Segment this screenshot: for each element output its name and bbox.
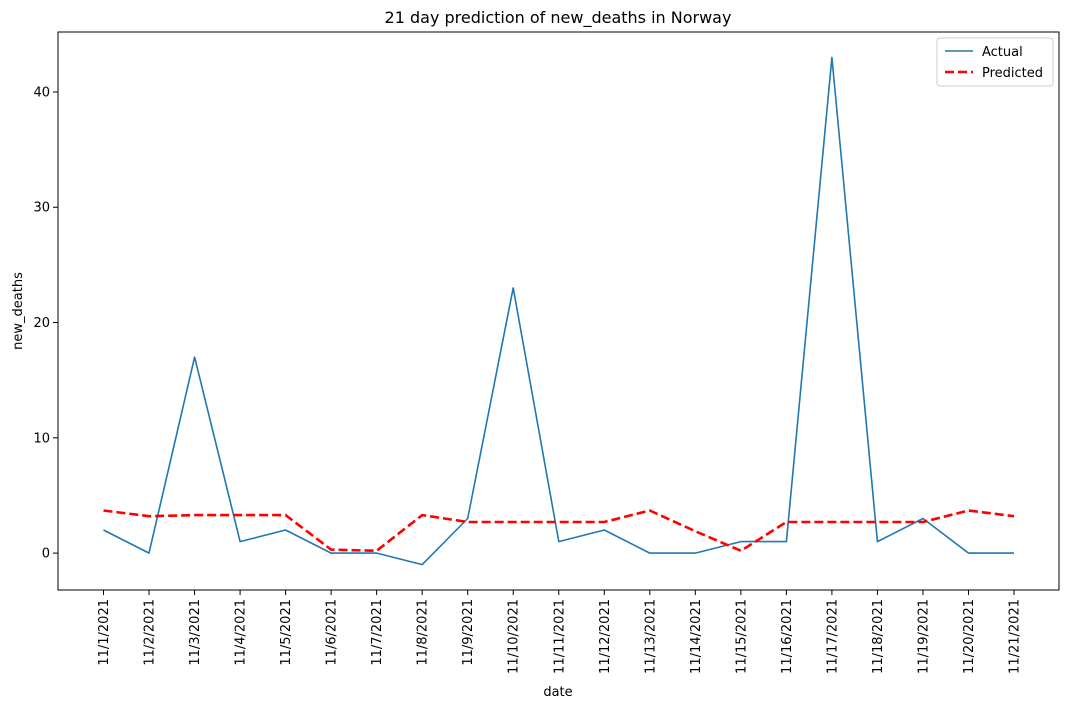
x-tick-label: 11/8/2021 (416, 599, 431, 666)
x-tick-label: 11/20/2021 (962, 599, 977, 674)
x-tick-label: 11/7/2021 (370, 599, 385, 666)
x-tick-label: 11/3/2021 (188, 599, 203, 666)
y-axis-label: new_deaths (11, 272, 26, 350)
legend-box (936, 37, 1054, 87)
x-tick-label: 11/6/2021 (325, 599, 340, 666)
x-tick-label: 11/14/2021 (689, 599, 704, 674)
chart-title: 21 day prediction of new_deaths in Norwa… (385, 8, 732, 28)
legend: Actual Predicted (936, 37, 1054, 87)
x-tick-label: 11/9/2021 (461, 599, 476, 666)
x-tick-label: 11/11/2021 (552, 599, 567, 674)
legend-label-actual: Actual (982, 45, 1023, 60)
x-tick-label: 11/17/2021 (825, 599, 840, 674)
x-tick-label: 11/10/2021 (507, 599, 522, 674)
x-tick-label: 11/1/2021 (97, 599, 112, 666)
plot-frame (57, 31, 1060, 591)
x-axis-label: date (543, 685, 572, 700)
x-tick-label: 11/2/2021 (143, 599, 158, 666)
x-tick-label: 11/18/2021 (871, 599, 886, 674)
y-tick-label: 10 (33, 431, 50, 446)
x-tick-label: 11/13/2021 (643, 599, 658, 674)
x-tick-label: 11/15/2021 (734, 599, 749, 674)
x-tick-label: 11/19/2021 (916, 599, 931, 674)
x-tick-label: 11/21/2021 (1008, 599, 1023, 674)
legend-label-predicted: Predicted (982, 66, 1043, 81)
x-tick-label: 11/4/2021 (234, 599, 249, 666)
series-line-actual (103, 56, 1014, 566)
y-tick-label: 30 (33, 201, 50, 216)
x-tick-label: 11/5/2021 (279, 599, 294, 666)
y-tick-label: 20 (33, 316, 50, 331)
series-line-predicted (103, 509, 1015, 553)
x-tick-label: 11/12/2021 (598, 599, 613, 674)
y-tick-label: 40 (33, 85, 50, 100)
x-tick-label: 11/16/2021 (780, 599, 795, 674)
y-tick-label: 0 (42, 547, 50, 562)
